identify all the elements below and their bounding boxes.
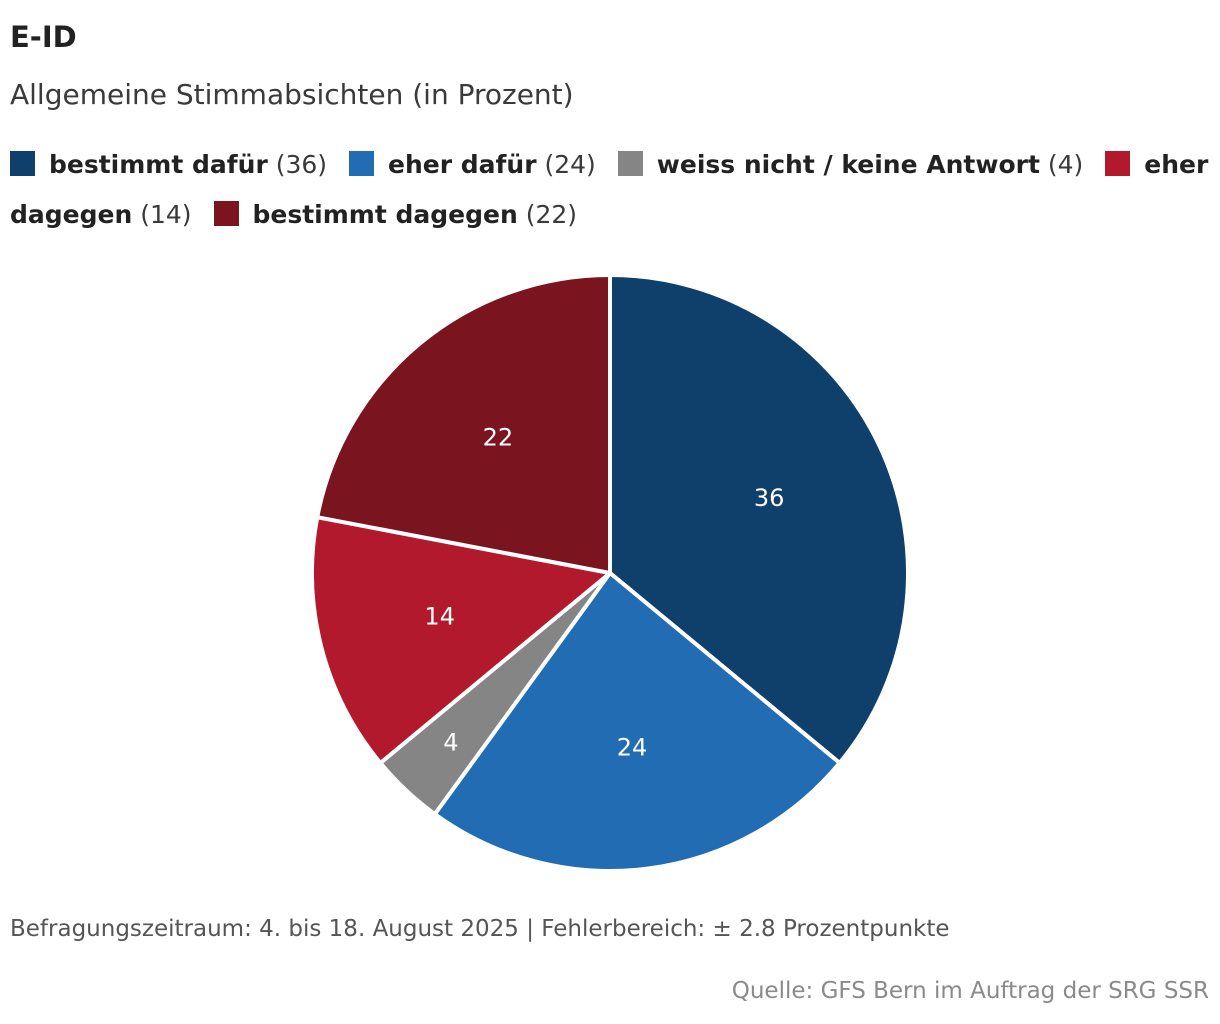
legend-item: eher dafür (24): [349, 150, 596, 179]
legend-label: eher dafür: [388, 150, 537, 179]
legend-item: weiss nicht / keine Antwort (4): [617, 150, 1084, 179]
pie-slice-labels: 36 24 4 14 22: [424, 424, 784, 762]
chart-title: E-ID: [10, 20, 77, 54]
slice-data-label: 22: [483, 424, 514, 452]
slice-data-label: 4: [443, 728, 458, 756]
pie-slices: [310, 273, 910, 873]
pie-slice: [315, 273, 612, 575]
source-note: Quelle: GFS Bern im Auftrag der SRG SSR: [731, 978, 1209, 1004]
legend-item: eher dagegen (14): [10, 150, 1208, 229]
legend-value: (4): [1047, 150, 1084, 179]
legend-swatch: [349, 151, 375, 176]
slice-data-label: 14: [424, 603, 455, 631]
pie-slice: [432, 571, 842, 873]
legend-value: (14): [140, 200, 192, 229]
legend-swatch: [213, 201, 239, 226]
legend-label: eher dagegen: [10, 150, 1209, 229]
legend-swatch: [617, 151, 643, 176]
legend-value: (22): [525, 200, 578, 229]
legend-value: (24): [544, 150, 596, 179]
legend: bestimmt dafür (36) eher dafür (24) weis…: [10, 140, 1210, 240]
survey-note: Befragungszeitraum: 4. bis 18. August 20…: [10, 916, 950, 942]
legend-item: bestimmt dafür (36): [10, 150, 327, 179]
legend-label: bestimmt dafür: [49, 150, 268, 179]
pie-slice: [608, 273, 910, 765]
legend-item: bestimmt dagegen (22): [213, 200, 578, 229]
chart-subtitle: Allgemeine Stimmabsichten (in Prozent): [10, 78, 574, 111]
slice-data-label: 36: [754, 484, 785, 512]
legend-swatch: [10, 151, 35, 176]
legend-label: weiss nicht / keine Antwort: [656, 150, 1040, 179]
legend-label: bestimmt dagegen: [252, 200, 518, 229]
pie-slice: [310, 515, 612, 765]
legend-swatch: [1105, 151, 1131, 176]
legend-value: (36): [275, 150, 328, 179]
slice-data-label: 24: [617, 733, 648, 761]
